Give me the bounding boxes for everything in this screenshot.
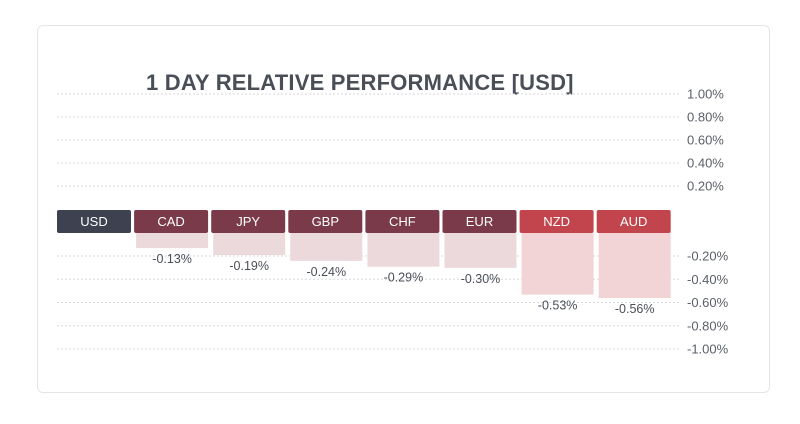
category-label-cad: CAD (157, 214, 184, 229)
category-label-usd: USD (80, 214, 107, 229)
category-label-nzd: NZD (543, 214, 570, 229)
category-header-chf (365, 210, 440, 233)
y-tick-label: 0.60% (687, 133, 724, 148)
category-header-gbp (288, 210, 363, 233)
y-tick-label: -0.60% (687, 295, 729, 310)
chart-title: 1 DAY RELATIVE PERFORMANCE [USD] (146, 70, 574, 95)
bar-eur (444, 233, 517, 268)
chart-card: 1 DAY RELATIVE PERFORMANCE [USD] (37, 25, 770, 393)
value-label-gbp: -0.24% (306, 265, 346, 279)
category-header-aud (596, 210, 671, 233)
value-label-jpy: -0.19% (229, 259, 269, 273)
value-label-eur: -0.30% (461, 272, 501, 286)
bar-nzd (521, 233, 594, 295)
value-label-nzd: -0.53% (538, 299, 578, 313)
category-label-jpy: JPY (236, 214, 260, 229)
value-label-cad: -0.13% (152, 252, 192, 266)
y-tick-label: -1.00% (687, 342, 729, 357)
bar-aud (598, 233, 671, 299)
category-header-eur (442, 210, 517, 233)
y-tick-label: 0.80% (687, 110, 724, 125)
category-label-aud: AUD (620, 214, 647, 229)
value-label-chf: -0.29% (384, 271, 424, 285)
y-tick-label: 0.40% (687, 156, 724, 171)
category-header-jpy (211, 210, 286, 233)
category-label-chf: CHF (389, 214, 416, 229)
category-label-eur: EUR (466, 214, 493, 229)
y-tick-label: -0.20% (687, 249, 729, 264)
y-tick-label: -0.80% (687, 318, 729, 333)
y-tick-label: -0.40% (687, 272, 729, 287)
y-tick-label: 1.00% (687, 87, 724, 102)
category-label-gbp: GBP (312, 214, 339, 229)
value-label-aud: -0.56% (615, 302, 655, 316)
category-header-nzd (519, 210, 594, 233)
category-header-cad (134, 210, 209, 233)
bar-gbp (290, 233, 363, 261)
bar-cad (136, 233, 209, 249)
bar-chf (367, 233, 440, 267)
bar-jpy (213, 233, 286, 256)
y-tick-label: 0.20% (687, 179, 724, 194)
category-header-usd (57, 210, 131, 233)
